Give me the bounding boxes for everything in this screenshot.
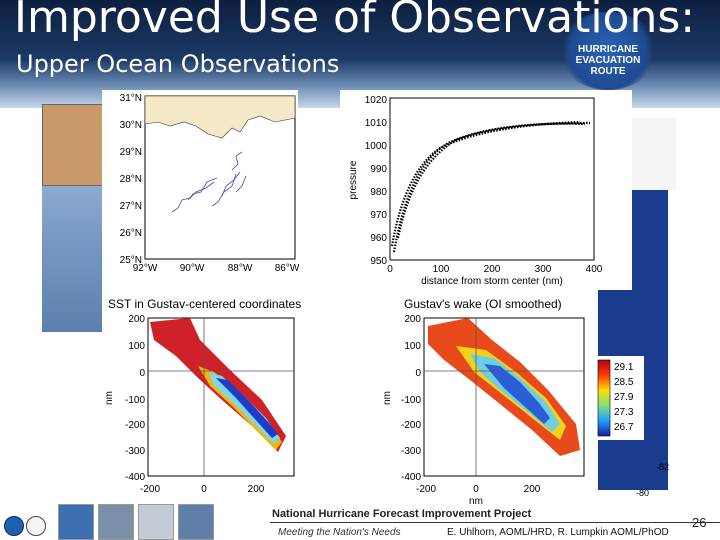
sst-y-tick: -200 [125, 420, 145, 431]
sst-x-tick: -200 [140, 484, 160, 495]
wake-y-tick: -300 [401, 446, 421, 457]
wake-y-tick: 200 [404, 314, 421, 325]
evacuation-route-sign [558, 12, 658, 90]
sst-y-tick: 0 [139, 368, 145, 379]
side-labels: -82 -80 [636, 462, 669, 498]
sst-x-tick: 200 [248, 484, 265, 495]
sign-line: EVACUATION [575, 55, 641, 66]
wake-y-tick: -400 [401, 472, 421, 483]
sst-y-tick: -100 [125, 395, 145, 406]
pressure-ylabel: pressure [348, 160, 359, 199]
wake-x-tick: 200 [524, 484, 541, 495]
pressure-x-tick: 300 [535, 264, 552, 275]
pressure-y-ticks: 1020 1010 1000 990 980 970 960 950 [365, 95, 388, 267]
lat-label: 26°N [120, 228, 142, 239]
footer-authors: E. Uhlhorn, AOML/HRD, R. Lumpkin AOML/Ph… [447, 527, 669, 538]
evacuation-route-sign-text: HURRICANE EVACUATION ROUTE [560, 44, 656, 77]
lat-label: 27°N [120, 201, 142, 212]
sst-y-tick: 200 [128, 314, 145, 325]
lon-label: 90°W [180, 263, 205, 274]
sign-line: HURRICANE [578, 44, 638, 55]
wake-y-tick: 100 [404, 341, 421, 352]
colorbar-label: 28.5 [614, 377, 634, 388]
pressure-x-ticks: 0 100 200 300 400 [387, 264, 603, 275]
sst-field [150, 318, 286, 452]
pressure-y-tick: 980 [370, 187, 387, 198]
wake-xlabel: nm [469, 496, 483, 507]
sst-y-tick: 100 [128, 341, 145, 352]
pressure-y-tick: 990 [370, 164, 387, 175]
pressure-x-tick: 400 [586, 264, 603, 275]
pressure-axes [389, 97, 595, 261]
sign-line: ROUTE [590, 66, 626, 77]
sst-y-tick: -400 [125, 472, 145, 483]
lat-label: 29°N [120, 147, 142, 158]
side-label: -82 [656, 462, 669, 472]
wake-title: Gustav's wake (OI smoothed) [404, 297, 562, 311]
slide-subtitle: Upper Ocean Observations [16, 50, 340, 78]
colorbar-label: 29.1 [614, 362, 634, 373]
lat-label: 25°N [120, 255, 142, 266]
lat-label: 30°N [120, 120, 142, 131]
lon-label: 88°W [228, 263, 253, 274]
slide-number: 26 [692, 515, 707, 530]
footer-motto: Meeting the Nation's Needs [278, 527, 401, 538]
sst-y-ticks: 200 100 0 -100 -200 -300 -400 [125, 314, 145, 483]
footer-thumbnail [178, 504, 214, 540]
footer-thumbnail [58, 504, 94, 540]
lat-label: 28°N [120, 174, 142, 185]
pressure-y-tick: 950 [370, 256, 387, 267]
lon-label: 86°W [275, 263, 300, 274]
wake-x-ticks: -200 0 200 [416, 484, 541, 495]
subplot-title-strip [102, 292, 598, 314]
lon-label: 92°W [133, 263, 158, 274]
wake-field [428, 318, 580, 456]
pressure-y-tick: 1010 [365, 118, 388, 129]
lat-label: 31°N [120, 93, 142, 104]
wake-x-tick: -200 [416, 484, 436, 495]
footer-thumbnail [98, 504, 134, 540]
pressure-y-tick: 960 [370, 233, 387, 244]
sst-y-tick: -300 [125, 446, 145, 457]
colorbar-label: 27.9 [614, 392, 634, 403]
footer-divider [270, 522, 720, 523]
sst-title: SST in Gustav-centered coordinates [108, 297, 301, 311]
pressure-xlabel: distance from storm center (nm) [421, 276, 563, 287]
wake-x-tick: 0 [473, 484, 479, 495]
colorbar-labels: 29.1 28.5 27.9 27.3 26.7 [614, 362, 634, 433]
colorbar [597, 359, 611, 437]
colorbar-label: 27.3 [614, 407, 634, 418]
wake-y-tick: 0 [415, 368, 421, 379]
pressure-x-tick: 100 [433, 264, 450, 275]
wake-ylabel: nm [382, 391, 393, 405]
noaa-logo [4, 516, 24, 536]
pressure-x-tick: 200 [484, 264, 501, 275]
instrument-photo [42, 104, 108, 186]
sst-ylabel: nm [104, 391, 115, 405]
agency-logo [26, 516, 46, 536]
sst-x-tick: 0 [201, 484, 207, 495]
pressure-x-tick: 0 [387, 264, 393, 275]
coastline [144, 95, 296, 139]
footer-thumbnail [138, 504, 174, 540]
map-lat-labels: 31°N 30°N 29°N 28°N 27°N 26°N 25°N [120, 93, 142, 266]
wake-y-tick: -200 [401, 420, 421, 431]
side-label: -80 [636, 488, 649, 498]
colorbar-label: 26.7 [614, 422, 634, 433]
pressure-y-tick: 970 [370, 210, 387, 221]
footer-project: National Hurricane Forecast Improvement … [272, 508, 532, 520]
pressure-profile [390, 120, 591, 253]
pressure-y-tick: 1000 [365, 141, 388, 152]
map-lon-labels: 92°W 90°W 88°W 86°W [133, 263, 300, 274]
sst-x-ticks: -200 0 200 [140, 484, 265, 495]
drifter-tracks [171, 151, 247, 213]
pressure-y-tick: 1020 [365, 95, 388, 106]
wake-y-ticks: 200 100 0 -100 -200 -300 -400 [401, 314, 421, 483]
wake-y-tick: -100 [401, 395, 421, 406]
slide-title: Improved Use of Observations: [14, 0, 696, 43]
